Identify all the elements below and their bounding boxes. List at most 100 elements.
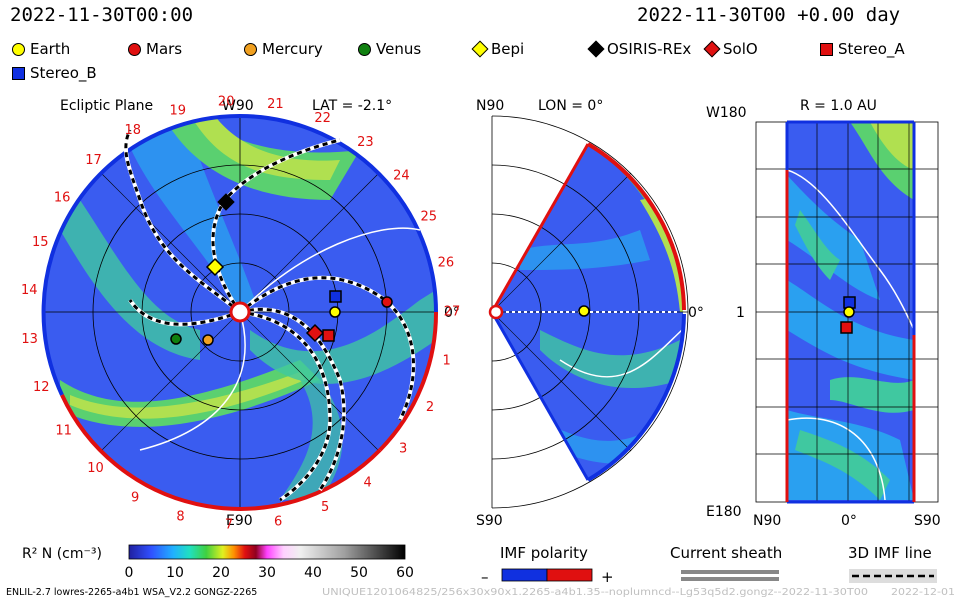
carrington-label: 25 — [421, 210, 438, 225]
carrington-label: 14 — [21, 283, 38, 298]
colorbar-tick: 30 — [258, 565, 276, 581]
colorbar-tick: 0 — [125, 565, 134, 581]
current-sheath-line-1 — [681, 570, 779, 574]
timestamp-right: 2022-11-30T00 +0.00 day — [637, 4, 901, 26]
radial-map-plot — [755, 120, 939, 504]
footer-run: UNIQUE1201064825/256x30x90x1.2265-a4b1.3… — [322, 587, 868, 598]
legend-bepi: Bepi — [471, 40, 524, 58]
colorbar-label: R² N (cm⁻³) — [22, 546, 102, 562]
ecliptic-lat: LAT = -2.1° — [312, 98, 392, 114]
legend-stereo-b: Stereo_B — [12, 64, 97, 82]
timestamp-left: 2022-11-30T00:00 — [10, 4, 194, 26]
legend-venus: Venus — [358, 40, 421, 58]
carrington-label: 3 — [399, 441, 407, 456]
imf-positive-swatch — [546, 568, 593, 582]
stereo-b-marker-icon — [12, 66, 25, 80]
carrington-label: 2 — [426, 400, 434, 415]
imf-line-label: 3D IMF line — [848, 544, 932, 562]
carrington-label: 24 — [393, 169, 410, 184]
mars-marker-icon — [128, 42, 141, 56]
earth-marker-icon — [12, 42, 25, 56]
legend-stereo-a: Stereo_A — [820, 40, 905, 58]
meridional-n90: N90 — [476, 98, 504, 114]
carrington-label: 19 — [170, 103, 187, 118]
legend-mercury: Mercury — [244, 40, 323, 58]
radial-w180: W180 — [706, 105, 747, 121]
carrington-label: 10 — [87, 461, 104, 476]
carrington-label: 15 — [32, 235, 49, 250]
mercury-marker-icon — [244, 42, 257, 56]
radial-e180: E180 — [706, 504, 742, 520]
imf-polarity-label: IMF polarity — [500, 544, 588, 562]
carrington-label: 17 — [85, 153, 102, 168]
meridional-zero: 0° — [688, 305, 704, 321]
radial-stereo-a-marker — [840, 321, 853, 334]
carrington-label: 18 — [125, 123, 142, 138]
legend-earth: Earth — [12, 40, 70, 58]
solo-marker — [305, 323, 325, 343]
stereo-a-marker-icon — [820, 42, 833, 56]
legend-mars: Mars — [128, 40, 182, 58]
carrington-label: 26 — [438, 256, 455, 271]
carrington-label: 13 — [21, 332, 38, 347]
imf-plus-label: + — [601, 568, 614, 586]
colorbar-tick: 50 — [350, 565, 368, 581]
colorbar-tick: 10 — [166, 565, 184, 581]
carrington-label: 21 — [267, 97, 284, 112]
footer-model: ENLIL-2.7 lowres-2265-a4b1 WSA_V2.2 GONG… — [6, 587, 257, 598]
radial-n90: N90 — [753, 513, 781, 529]
radial-s90: S90 — [914, 513, 941, 529]
meridional-lon: LON = 0° — [538, 98, 603, 114]
ecliptic-w90: W90 — [222, 98, 254, 114]
carrington-label: 6 — [274, 515, 282, 530]
venus-marker-icon — [358, 42, 371, 56]
meridional-s90: S90 — [476, 513, 503, 529]
stereo-a-marker — [322, 329, 335, 342]
radial-r: R = 1.0 AU — [800, 98, 877, 114]
carrington-label: 9 — [131, 490, 139, 505]
carrington-label: 5 — [321, 500, 329, 515]
carrington-label: 22 — [314, 111, 331, 126]
colorbar-tick: 40 — [304, 565, 322, 581]
carrington-label: 20 — [218, 94, 235, 109]
imf-line-swatch-bg — [849, 569, 937, 583]
legend-solo: SolO — [703, 40, 758, 58]
colorbar-tick: 20 — [212, 565, 230, 581]
legend-osiris-rex: OSIRIS-REx — [587, 40, 691, 58]
ecliptic-title: Ecliptic Plane — [60, 98, 153, 114]
meridional-earth-marker — [578, 305, 590, 317]
meridional-sun-icon — [488, 304, 504, 320]
carrington-label: 11 — [55, 424, 72, 439]
mercury-marker — [202, 334, 214, 346]
current-sheath-line-2 — [681, 577, 779, 581]
mars-marker — [381, 296, 393, 308]
carrington-label: 16 — [54, 191, 71, 206]
colorbar-ticks: 0 10 20 30 40 50 60 — [125, 565, 414, 581]
stereo-b-marker — [329, 290, 342, 303]
meridional-plot — [488, 115, 689, 509]
carrington-label: 23 — [357, 135, 374, 150]
carrington-label: 8 — [176, 510, 184, 525]
colorbar — [128, 544, 406, 560]
footer-date: 2022-12-01 — [891, 587, 955, 598]
ecliptic-e90: E90 — [226, 513, 253, 529]
imf-minus-label: – — [481, 568, 489, 586]
sun-icon — [229, 301, 251, 323]
radial-one: 1 — [736, 305, 745, 321]
carrington-label: 27 — [444, 304, 461, 319]
venus-marker — [170, 333, 182, 345]
ecliptic-plot — [41, 113, 439, 511]
radial-zero: 0° — [841, 513, 857, 529]
radial-earth-marker — [843, 306, 855, 318]
imf-negative-swatch — [501, 568, 548, 582]
carrington-label: 1 — [442, 354, 450, 369]
ecliptic-zero: 0° — [444, 305, 460, 321]
current-sheath-label: Current sheath — [670, 544, 782, 562]
colorbar-tick: 60 — [396, 565, 414, 581]
carrington-label: 7 — [225, 518, 233, 533]
bepi-marker — [205, 257, 225, 277]
carrington-label: 4 — [363, 475, 371, 490]
carrington-label: 12 — [33, 380, 50, 395]
